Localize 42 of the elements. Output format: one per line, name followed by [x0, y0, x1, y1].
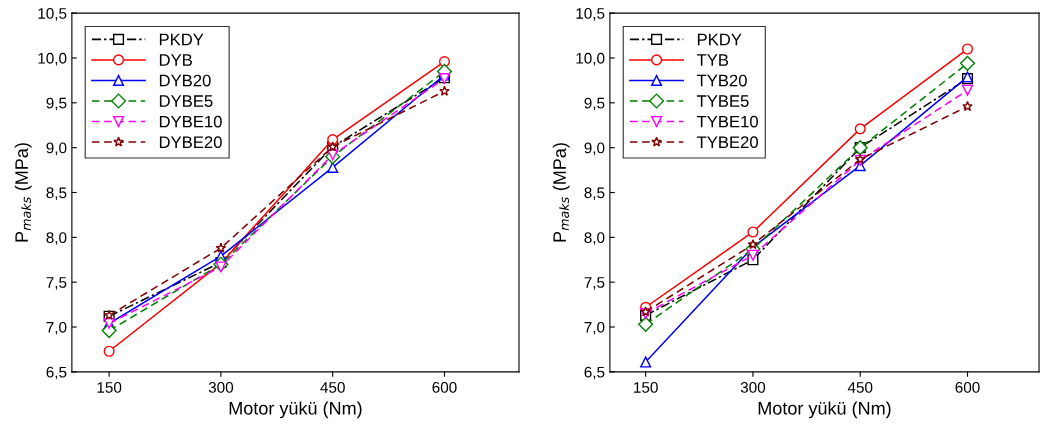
y-tick-label: 10,0 — [38, 52, 67, 66]
x-tick-label: 600 — [955, 381, 980, 393]
legend-label: TYBE20 — [696, 136, 758, 149]
y-tick-label: 8,0 — [584, 232, 605, 245]
y-tick-label: 7,0 — [584, 321, 605, 335]
y-tick-label: 9,0 — [46, 142, 67, 156]
legend-label: PKDY — [159, 33, 204, 46]
y-tick-label: 10,5 — [38, 8, 67, 21]
x-tick-label: 150 — [634, 381, 658, 393]
x-tick-label: 300 — [208, 381, 234, 393]
y-tick-label: 10,0 — [576, 52, 605, 66]
x-axis-title: Motor yükü (Nm) — [229, 401, 362, 419]
y-tick-label: 8,5 — [46, 187, 67, 200]
y-tick-label: 7,5 — [46, 277, 67, 290]
legend-label: DYB20 — [159, 74, 211, 87]
legend-label: TYBE10 — [696, 115, 758, 128]
legend-label: DYB — [159, 54, 192, 66]
x-tick-label: 300 — [740, 381, 766, 393]
x-tick-label: 150 — [97, 381, 122, 393]
y-tick-label: 7,5 — [584, 277, 605, 290]
legend-label: DYBE20 — [159, 136, 222, 149]
y-tick-label: 7,0 — [46, 321, 67, 335]
legend-label: PKDY — [697, 33, 742, 46]
y-tick-label: 8,0 — [46, 232, 67, 245]
y-axis-title: P$_{maks}$ (MPa) — [552, 143, 570, 242]
x-tick-label: 450 — [320, 381, 345, 393]
y-tick-label: 9,5 — [46, 97, 67, 111]
legend-label: DYBE5 — [159, 95, 213, 107]
legend-label: DYBE10 — [159, 115, 222, 128]
y-tick-label: 9,5 — [584, 97, 605, 111]
y-tick-label: 6,5 — [46, 366, 67, 380]
y-axis-title: P$_{maks}$ (MPa) — [14, 143, 32, 242]
x-tick-label: 450 — [847, 381, 873, 393]
legend-label: TYBE5 — [696, 95, 749, 107]
y-tick-label: 8,5 — [584, 187, 605, 200]
y-tick-label: 6,5 — [584, 366, 605, 380]
y-tick-label: 9,0 — [584, 142, 605, 156]
legend-label: TYB20 — [696, 74, 747, 87]
x-axis-title: Motor yükü (Nm) — [758, 401, 891, 419]
y-tick-label: 10,5 — [576, 8, 605, 21]
legend-label: TYB — [696, 54, 729, 66]
x-tick-label: 600 — [432, 381, 457, 393]
